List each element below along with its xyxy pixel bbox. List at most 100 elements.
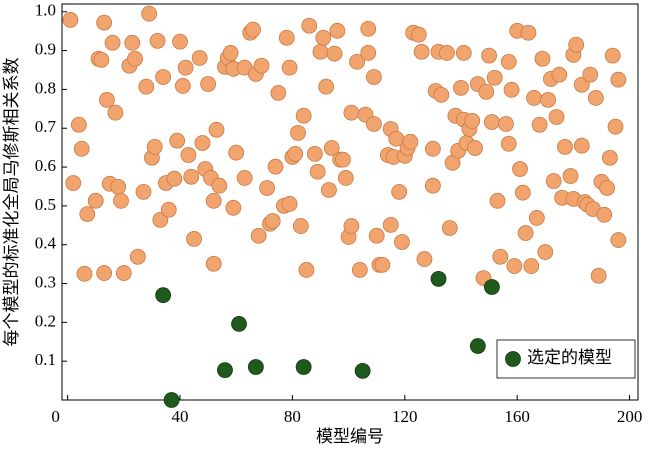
scatter-point xyxy=(186,230,202,247)
scatter-point xyxy=(610,232,627,248)
scatter-point xyxy=(368,227,385,244)
y-tick-label: 0.3 xyxy=(35,272,56,291)
scatter-point xyxy=(306,145,323,162)
scatter-point xyxy=(200,76,217,92)
scatter-point xyxy=(321,182,337,198)
scatter-point xyxy=(228,144,245,161)
scatter-point xyxy=(343,104,360,121)
scatter-point xyxy=(599,180,615,196)
scatter-point xyxy=(337,170,354,186)
scatter-point xyxy=(573,137,590,154)
scatter-point xyxy=(602,149,618,166)
scatter-point xyxy=(349,53,365,70)
scatter-point xyxy=(481,47,497,64)
scatter-point xyxy=(351,262,368,278)
scatter-point xyxy=(604,47,621,64)
scatter-point xyxy=(416,251,433,267)
scatter-point xyxy=(323,140,340,156)
scatter-point xyxy=(247,359,264,375)
scatter-point xyxy=(607,118,624,135)
scatter-point xyxy=(537,244,554,260)
scatter-point xyxy=(70,116,87,133)
x-tick-label: 80 xyxy=(284,407,301,426)
scatter-point xyxy=(365,69,382,85)
scatter-point xyxy=(391,184,408,200)
y-tick-label: 0.8 xyxy=(35,78,56,97)
y-tick-label: 0.1 xyxy=(35,350,56,369)
scatter-point xyxy=(374,256,391,273)
scatter-point xyxy=(183,168,200,185)
scatter-point xyxy=(194,135,211,151)
scatter-point xyxy=(163,392,180,408)
scatter-point xyxy=(365,116,382,132)
x-tick-label: 120 xyxy=(392,407,418,426)
scatter-point xyxy=(520,24,537,41)
scatter-point xyxy=(191,50,208,66)
scatter-point xyxy=(110,178,127,195)
scatter-point xyxy=(135,184,152,200)
scatter-point xyxy=(492,248,509,265)
scatter-point xyxy=(548,109,565,125)
x-tick-label: 160 xyxy=(504,407,530,426)
scatter-point xyxy=(292,218,309,234)
scatter-point xyxy=(236,170,253,186)
scatter-point xyxy=(96,265,113,281)
scatter-point xyxy=(318,78,335,95)
scatter-point xyxy=(486,69,503,86)
scatter-point xyxy=(354,362,371,379)
scatter-point xyxy=(208,121,225,138)
scatter-point xyxy=(439,45,455,61)
scatter-point xyxy=(464,112,481,129)
scatter-point xyxy=(557,138,573,155)
scatter-point xyxy=(467,140,483,156)
scatter-point xyxy=(394,234,410,250)
x-axis-label: 模型编号 xyxy=(316,427,384,446)
scatter-point xyxy=(360,20,377,37)
scatter-point xyxy=(335,151,351,168)
scatter-point xyxy=(107,104,124,121)
scatter-point xyxy=(301,17,318,34)
scatter-point xyxy=(231,316,247,332)
y-tick-label: 0.5 xyxy=(35,195,56,214)
scatter-point xyxy=(512,161,528,177)
scatter-point xyxy=(96,14,113,31)
y-tick-label: 0.4 xyxy=(35,234,57,253)
scatter-point xyxy=(225,199,242,216)
x-tick-label: 200 xyxy=(617,407,643,426)
scatter-point xyxy=(545,173,562,189)
y-tick-label: 0.2 xyxy=(35,311,56,330)
scatter-point xyxy=(217,362,233,379)
scatter-point xyxy=(360,45,377,61)
scatter-point xyxy=(287,145,304,162)
scatter-point xyxy=(424,140,441,157)
scatter-point xyxy=(138,78,155,95)
scatter-point xyxy=(99,91,115,108)
scatter-point xyxy=(79,206,96,222)
scatter-point xyxy=(453,79,469,96)
legend-label: 选定的模型 xyxy=(527,348,612,367)
scatter-point xyxy=(73,140,90,157)
scatter-point xyxy=(267,158,284,175)
scatter-point xyxy=(76,265,93,282)
scatter-point xyxy=(441,220,458,236)
scatter-point xyxy=(65,175,82,191)
x-tick-label: 40 xyxy=(172,407,189,426)
scatter-point xyxy=(312,43,329,60)
scatter-point xyxy=(222,45,239,61)
scatter-point xyxy=(455,45,472,61)
scatter-point xyxy=(149,32,166,49)
scatter-point xyxy=(113,192,129,209)
scatter-point xyxy=(483,114,500,130)
scatter-point xyxy=(129,248,146,265)
scatter-point xyxy=(526,90,542,106)
scatter-point xyxy=(295,107,312,124)
scatter-point xyxy=(610,71,627,88)
scatter-point xyxy=(469,338,486,354)
scatter-point xyxy=(169,132,186,149)
scatter-point xyxy=(87,192,104,209)
scatter-point xyxy=(582,66,599,83)
y-axis-label: 每个模型的标准化全局马修斯相关系数 xyxy=(2,58,21,347)
scatter-point xyxy=(523,258,540,274)
scatter-point xyxy=(500,135,517,152)
